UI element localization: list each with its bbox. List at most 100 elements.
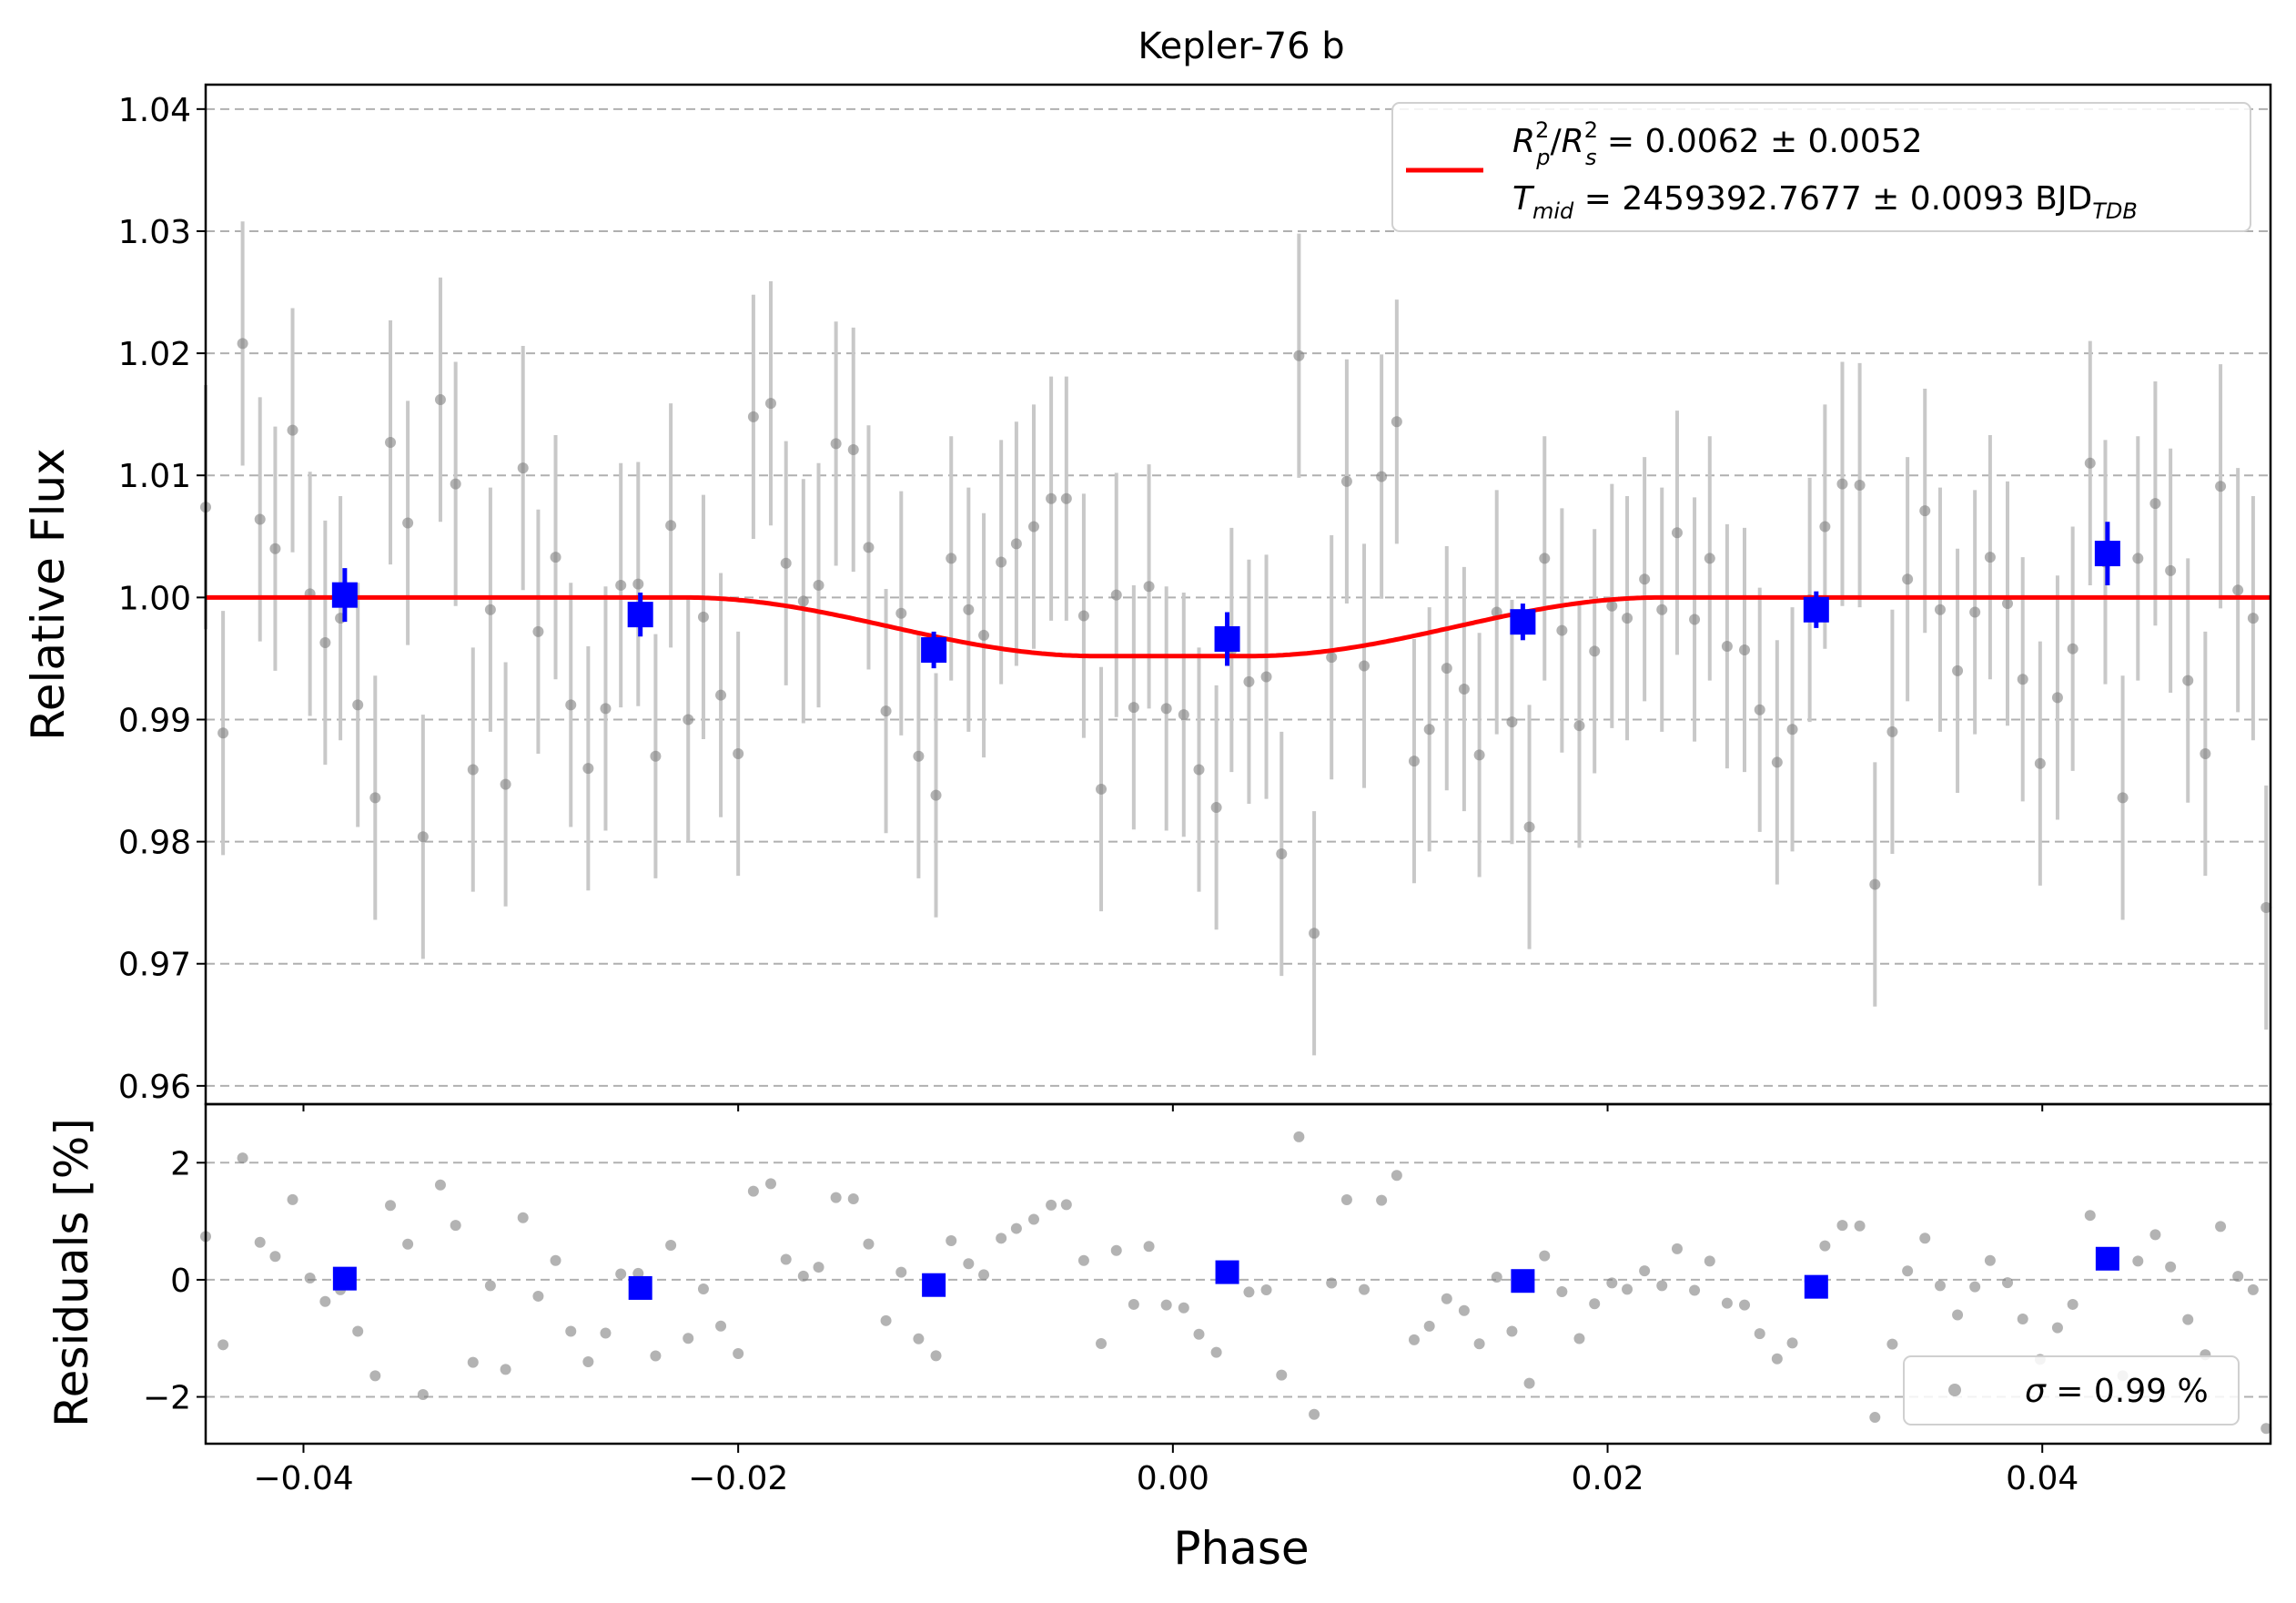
flux-point xyxy=(2117,792,2129,804)
flux-point xyxy=(650,750,662,762)
residual-point xyxy=(532,1290,544,1302)
flux-point xyxy=(2132,553,2144,564)
residual-point xyxy=(1819,1240,1831,1252)
flux-point xyxy=(1340,475,1352,487)
flux-point xyxy=(715,689,727,701)
residual-point xyxy=(2149,1229,2161,1241)
residual-point xyxy=(1160,1299,1172,1311)
flux-y-tick-label: 0.97 xyxy=(118,947,191,984)
flux-point xyxy=(532,625,544,637)
residual-point xyxy=(1556,1286,1568,1298)
flux-point xyxy=(450,478,461,490)
flux-point xyxy=(550,552,561,563)
flux-point xyxy=(1819,521,1831,533)
flux-point xyxy=(1010,538,1022,550)
flux-point xyxy=(2165,564,2177,576)
flux-point xyxy=(913,750,925,762)
flux-point xyxy=(2002,598,2014,610)
residual-point xyxy=(1689,1284,1701,1296)
residuals-binned-points xyxy=(332,1246,2119,1300)
residual-point xyxy=(895,1266,907,1278)
flux-point xyxy=(1689,614,1701,625)
flux-point xyxy=(2084,457,2096,469)
residual-point xyxy=(683,1333,694,1344)
flux-point xyxy=(697,611,709,623)
flux-point xyxy=(2067,643,2079,654)
residual-point xyxy=(1902,1265,1914,1277)
residual-point xyxy=(880,1314,892,1326)
residuals-legend: σ = 0.99 % xyxy=(1903,1355,2240,1425)
flux-point xyxy=(946,553,957,564)
flux-point xyxy=(467,764,479,776)
residual-point xyxy=(319,1295,331,1307)
residual-point xyxy=(287,1193,298,1205)
flux-point xyxy=(1573,720,1585,732)
flux-point xyxy=(1589,645,1601,657)
flux-y-tick-label: 1.02 xyxy=(118,336,191,373)
flux-point xyxy=(1671,527,1683,539)
flux-point xyxy=(1046,492,1057,504)
residual-point xyxy=(1854,1220,1866,1232)
flux-point xyxy=(1539,553,1551,564)
flux-point xyxy=(1523,821,1535,833)
flux-binned-point xyxy=(1214,625,1240,652)
phase-x-tick-label: 0.02 xyxy=(1571,1460,1644,1497)
flux-point xyxy=(2232,584,2244,596)
flux-y-tick-label: 0.99 xyxy=(118,702,191,739)
residuals-y-tick-label: 2 xyxy=(170,1145,191,1182)
residual-point xyxy=(600,1327,612,1339)
residual-point xyxy=(2182,1314,2194,1325)
residual-point xyxy=(1754,1328,1765,1340)
flux-point xyxy=(237,338,248,350)
flux-point xyxy=(484,604,496,615)
flux-point xyxy=(632,578,644,590)
residual-point xyxy=(1721,1297,1733,1309)
flux-point xyxy=(1408,756,1420,767)
flux-point xyxy=(996,556,1007,568)
flux-point xyxy=(1143,581,1155,593)
phase-x-tick-label: 0.00 xyxy=(1137,1460,1209,1497)
residual-point xyxy=(1441,1293,1452,1304)
flux-point xyxy=(369,792,381,804)
residual-point xyxy=(913,1333,925,1344)
residual-point xyxy=(2215,1221,2227,1233)
flux-point xyxy=(1178,709,1189,721)
residual-point xyxy=(1671,1243,1683,1254)
flux-point xyxy=(582,763,594,775)
flux-binned-point xyxy=(627,602,653,628)
residual-point xyxy=(369,1370,381,1382)
residual-point xyxy=(813,1262,824,1273)
flux-point xyxy=(1969,606,1981,618)
residual-point xyxy=(1523,1377,1535,1389)
flux-point xyxy=(1984,552,1996,563)
flux-point xyxy=(2149,498,2161,510)
flux-point xyxy=(683,714,694,725)
flux-point xyxy=(764,398,776,410)
residual-point xyxy=(1391,1170,1402,1182)
residual-point xyxy=(1639,1265,1651,1277)
flux-point xyxy=(1786,724,1798,736)
residual-point xyxy=(1539,1250,1551,1262)
residual-point xyxy=(1969,1281,1981,1293)
flux-point xyxy=(1721,641,1733,653)
flux-point xyxy=(2247,613,2259,624)
flux-point xyxy=(1160,703,1172,715)
flux-y-label: Relative Flux xyxy=(22,448,75,740)
flux-points xyxy=(200,338,2272,939)
flux-binned-point xyxy=(1510,609,1536,635)
residual-point xyxy=(1110,1244,1122,1256)
flux-point xyxy=(1556,624,1568,636)
residual-point xyxy=(764,1178,776,1190)
flux-point xyxy=(1096,783,1108,795)
residual-point xyxy=(1210,1346,1222,1358)
residual-point xyxy=(1739,1299,1751,1311)
residual-point xyxy=(1491,1271,1502,1283)
phase-x-tick-label: −0.02 xyxy=(688,1460,788,1497)
residual-point xyxy=(780,1253,792,1265)
residual-point xyxy=(2051,1322,2063,1334)
residual-binned-point xyxy=(2095,1246,2119,1271)
residual-point xyxy=(2084,1210,2096,1222)
residual-point xyxy=(2002,1277,2014,1289)
flux-y-tick-label: 1.03 xyxy=(118,214,191,251)
